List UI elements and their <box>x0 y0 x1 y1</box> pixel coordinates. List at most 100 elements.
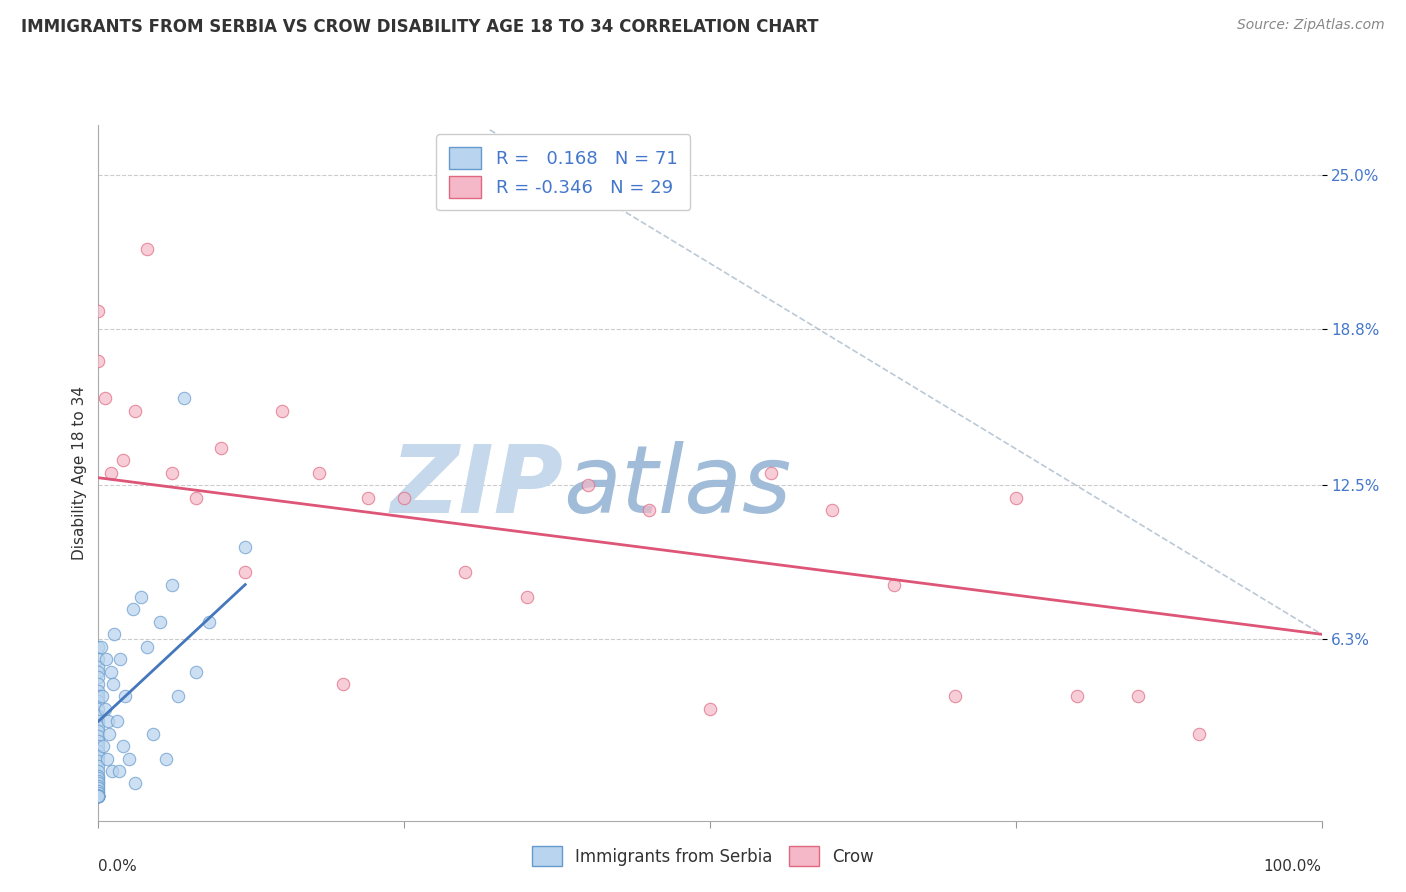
Point <box>637 503 661 517</box>
Point <box>1066 690 1088 704</box>
Point <box>110 652 132 666</box>
Point <box>142 726 165 740</box>
Point <box>87 764 110 778</box>
Point <box>87 789 110 803</box>
Point <box>87 779 110 793</box>
Text: IMMIGRANTS FROM SERBIA VS CROW DISABILITY AGE 18 TO 34 CORRELATION CHART: IMMIGRANTS FROM SERBIA VS CROW DISABILIT… <box>21 18 818 36</box>
Text: atlas: atlas <box>564 442 792 533</box>
Point <box>87 684 110 698</box>
Point <box>136 242 159 256</box>
Point <box>87 719 110 733</box>
Point <box>100 665 122 679</box>
Point <box>576 478 599 492</box>
Point <box>87 789 110 803</box>
Point <box>87 749 110 764</box>
Point <box>124 776 146 790</box>
Point <box>94 652 117 666</box>
Point <box>87 789 110 803</box>
Point <box>356 491 378 505</box>
Point <box>155 751 177 765</box>
Text: Source: ZipAtlas.com: Source: ZipAtlas.com <box>1237 18 1385 32</box>
Point <box>173 391 195 405</box>
Point <box>761 466 783 480</box>
Point <box>87 754 110 768</box>
Point <box>87 354 110 368</box>
Point <box>96 751 118 765</box>
Point <box>97 714 120 729</box>
Point <box>114 690 136 704</box>
Point <box>87 304 110 318</box>
Point <box>105 714 128 729</box>
Point <box>100 466 122 480</box>
Y-axis label: Disability Age 18 to 34: Disability Age 18 to 34 <box>72 385 87 560</box>
Point <box>93 702 115 716</box>
Point <box>149 615 172 629</box>
Point <box>87 739 110 753</box>
Point <box>87 669 110 683</box>
Point <box>87 784 110 798</box>
Point <box>87 690 110 704</box>
Point <box>87 786 110 800</box>
Point <box>87 724 110 739</box>
Point <box>87 789 110 803</box>
Point <box>87 773 110 788</box>
Legend: R =   0.168   N = 71, R = -0.346   N = 29: R = 0.168 N = 71, R = -0.346 N = 29 <box>436 134 690 211</box>
Point <box>160 577 183 591</box>
Point <box>101 764 124 778</box>
Point <box>118 751 141 765</box>
Point <box>136 640 159 654</box>
Point <box>90 640 112 654</box>
Point <box>515 590 537 604</box>
Point <box>87 789 110 803</box>
Legend: Immigrants from Serbia, Crow: Immigrants from Serbia, Crow <box>523 838 883 875</box>
Point <box>87 776 110 790</box>
Point <box>87 709 110 723</box>
Point <box>101 677 124 691</box>
Point <box>87 759 110 773</box>
Point <box>87 789 110 803</box>
Point <box>186 491 208 505</box>
Point <box>233 565 256 579</box>
Point <box>111 453 134 467</box>
Point <box>121 602 143 616</box>
Point <box>943 690 966 704</box>
Point <box>124 403 146 417</box>
Point <box>87 744 110 758</box>
Point <box>821 503 844 517</box>
Point <box>93 391 115 405</box>
Point <box>454 565 477 579</box>
Point <box>392 491 416 505</box>
Point <box>1188 726 1211 740</box>
Point <box>87 640 110 654</box>
Point <box>87 652 110 666</box>
Point <box>270 403 294 417</box>
Point <box>87 659 110 673</box>
Point <box>87 781 110 796</box>
Point <box>699 702 721 716</box>
Point <box>87 665 110 679</box>
Point <box>91 739 114 753</box>
Point <box>87 702 110 716</box>
Point <box>87 769 110 783</box>
Point <box>87 677 110 691</box>
Point <box>129 590 152 604</box>
Text: 0.0%: 0.0% <box>98 859 138 874</box>
Point <box>160 466 183 480</box>
Point <box>332 677 354 691</box>
Point <box>111 739 134 753</box>
Point <box>233 541 256 555</box>
Point <box>87 789 110 803</box>
Point <box>308 466 330 480</box>
Point <box>883 577 905 591</box>
Point <box>108 764 131 778</box>
Point <box>87 694 110 708</box>
Point <box>87 734 110 748</box>
Point <box>98 726 121 740</box>
Text: ZIP: ZIP <box>391 441 564 533</box>
Point <box>1128 690 1150 704</box>
Point <box>87 789 110 803</box>
Point <box>103 627 125 641</box>
Point <box>87 729 110 743</box>
Point <box>209 441 232 455</box>
Point <box>87 789 110 803</box>
